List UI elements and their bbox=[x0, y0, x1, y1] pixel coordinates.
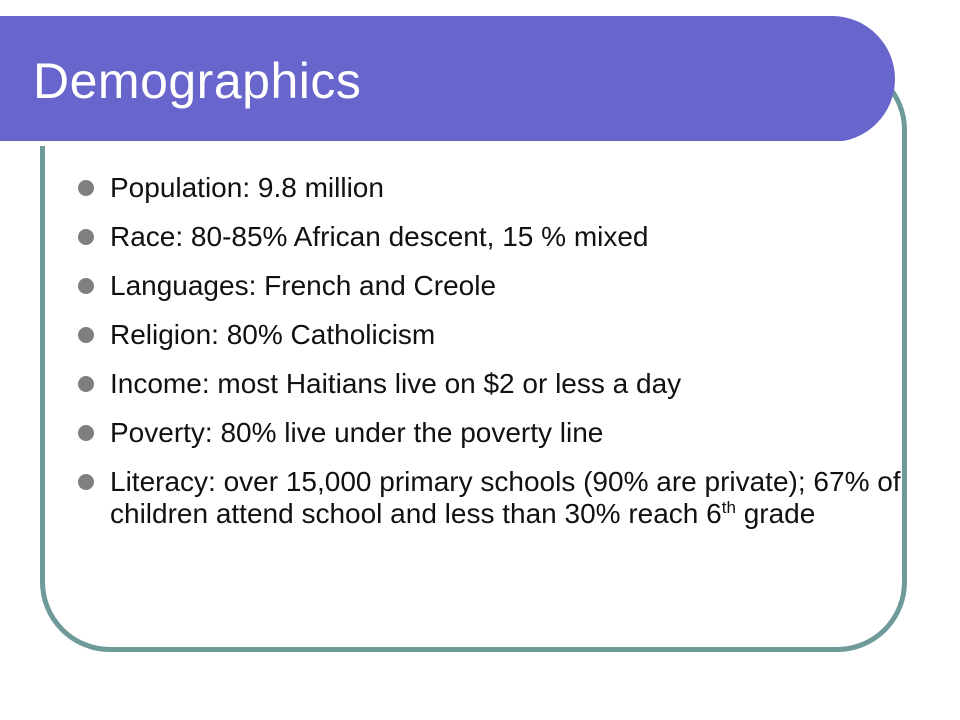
bullet-race: Race: 80-85% African descent, 15 % mixed bbox=[74, 221, 904, 253]
title-underline bbox=[0, 141, 848, 146]
ordinal-suffix: th bbox=[721, 498, 736, 517]
bullet-dot-icon bbox=[78, 474, 94, 490]
bullet-dot-icon bbox=[78, 327, 94, 343]
bullet-population: Population: 9.8 million bbox=[74, 172, 904, 204]
bullet-religion: Religion: 80% Catholicism bbox=[74, 319, 904, 351]
bullet-poverty: Poverty: 80% live under the poverty line bbox=[74, 417, 904, 449]
bullet-literacy-main: Literacy: over 15,000 primary schools (9… bbox=[110, 466, 901, 529]
bullet-text: Race: 80-85% African descent, 15 % mixed bbox=[110, 221, 649, 252]
slide-frame bbox=[40, 60, 907, 652]
title-bar: Demographics bbox=[0, 16, 895, 146]
bullet-dot-icon bbox=[78, 278, 94, 294]
bullet-literacy: Literacy: over 15,000 primary schools (9… bbox=[74, 466, 904, 530]
slide-title: Demographics bbox=[33, 53, 362, 109]
bullet-text: Income: most Haitians live on $2 or less… bbox=[110, 368, 682, 399]
bullet-dot-icon bbox=[78, 180, 94, 196]
bullet-text: Poverty: 80% live under the poverty line bbox=[110, 417, 604, 448]
bullet-text: Religion: 80% Catholicism bbox=[110, 319, 436, 350]
bullet-dot-icon bbox=[78, 376, 94, 392]
bullet-income: Income: most Haitians live on $2 or less… bbox=[74, 368, 904, 400]
bullet-literacy-tail: grade bbox=[735, 498, 816, 529]
bullet-text: Languages: French and Creole bbox=[110, 270, 497, 301]
bullet-dot-icon bbox=[78, 229, 94, 245]
bullet-list: Population: 9.8 million Race: 80-85% Afr… bbox=[74, 172, 904, 547]
bullet-dot-icon bbox=[78, 425, 94, 441]
bullet-text: Population: 9.8 million bbox=[110, 172, 384, 203]
bullet-text: Literacy: over 15,000 primary schools (9… bbox=[110, 466, 901, 529]
bullet-languages: Languages: French and Creole bbox=[74, 270, 904, 302]
